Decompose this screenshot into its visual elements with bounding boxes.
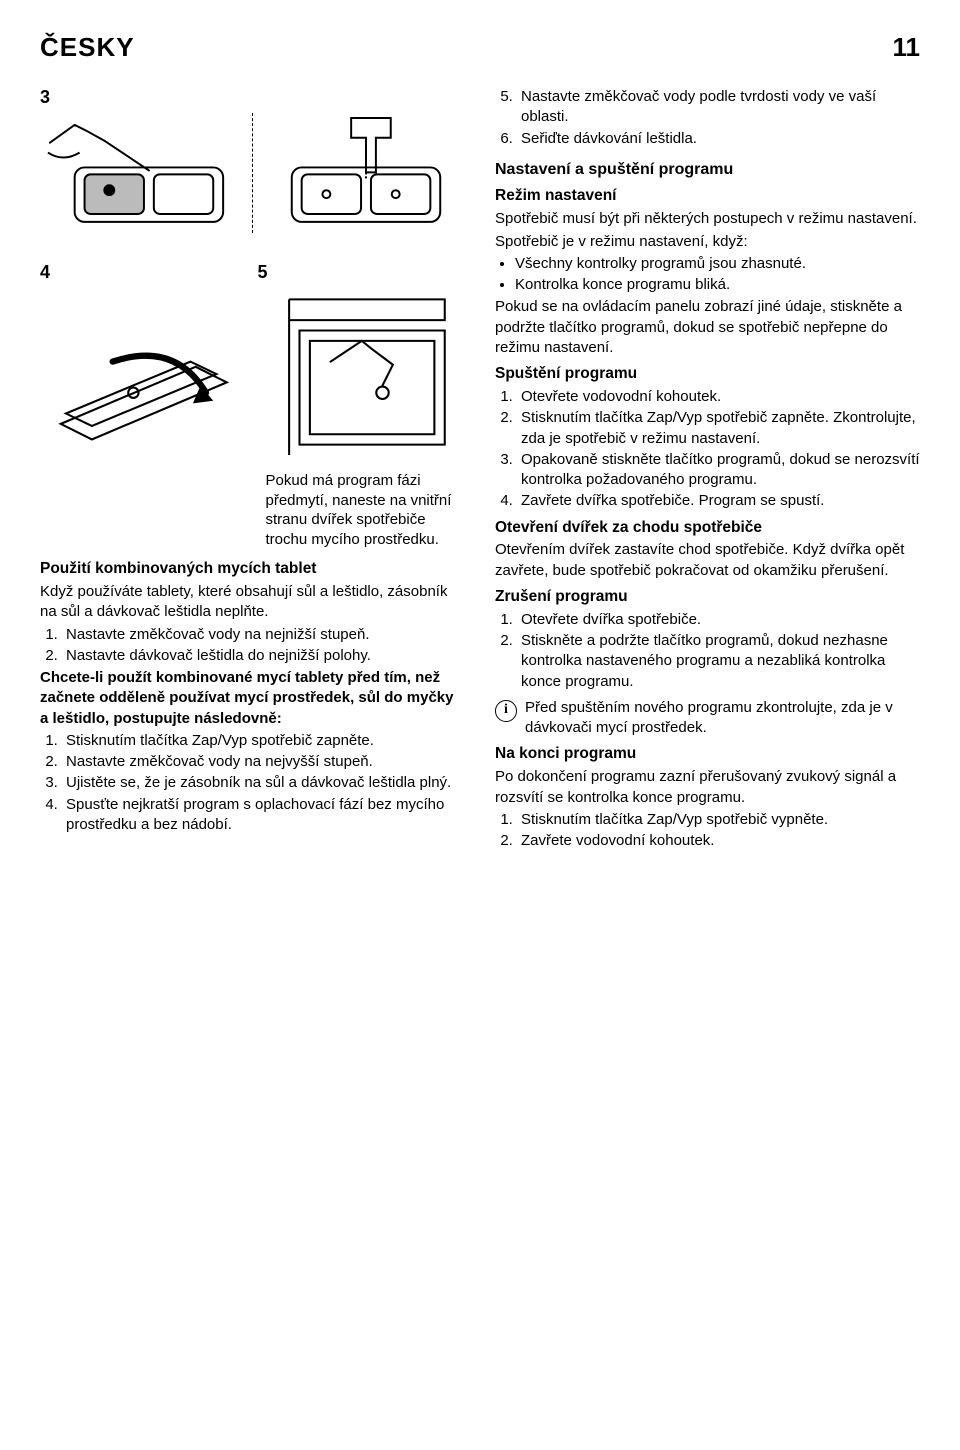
right-column: Nastavte změkčovač vody podle tvrdosti v… <box>495 85 920 853</box>
figure-separator <box>252 113 253 233</box>
info-text: Před spuštěním nového programu zkontrolu… <box>525 698 920 739</box>
page-header: ČESKY 11 <box>40 30 920 65</box>
figure-3a <box>40 113 238 248</box>
list-item: Zavřete dvířka spotřebiče. Program se sp… <box>517 491 920 511</box>
step-4-label: 4 <box>40 260 248 284</box>
heading-setup: Nastavení a spuštění programu <box>495 159 920 181</box>
figure-45-row: 4 5 <box>40 260 465 553</box>
heading-end: Na konci programu <box>495 744 920 765</box>
info-box: i Před spuštěním nového programu zkontro… <box>495 698 920 739</box>
info-icon: i <box>495 700 517 722</box>
mode-p3: Pokud se na ovládacím panelu zobrazí jin… <box>495 297 920 358</box>
heading-cancel: Zrušení programu <box>495 587 920 608</box>
cancel-list: Otevřete dvířka spotřebiče. Stiskněte a … <box>495 610 920 692</box>
list-item: Kontrolka konce programu bliká. <box>515 275 920 295</box>
list-item: Stisknutím tlačítka Zap/Vyp spotřebič vy… <box>517 810 920 830</box>
list-item: Spusťte nejkratší program s oplachovací … <box>62 795 465 836</box>
step-5-label: 5 <box>258 260 466 284</box>
list-item: Zavřete vodovodní kohoutek. <box>517 831 920 851</box>
heading-tablets: Použití kombinovaných mycích tablet <box>40 559 465 580</box>
left-column: 3 <box>40 85 465 853</box>
list-item: Nastavte změkčovač vody na nejnižší stup… <box>62 625 465 645</box>
heading-open: Otevření dvířek za chodu spotřebiče <box>495 518 920 539</box>
mode-p2: Spotřebič je v režimu nastavení, když: <box>495 232 920 252</box>
dispenser-fill-gel-icon <box>40 113 238 242</box>
list-item: Nastavte změkčovač vody na nejvyšší stup… <box>62 752 465 772</box>
list-item: Stisknutím tlačítka Zap/Vyp spotřebič za… <box>62 731 465 751</box>
start-list: Otevřete vodovodní kohoutek. Stisknutím … <box>495 387 920 512</box>
door-inner-apply-icon <box>258 289 466 465</box>
dispenser-close-icon <box>40 289 248 465</box>
dispenser-fill-powder-icon <box>267 113 465 242</box>
list-item: Nastavte změkčovač vody podle tvrdosti v… <box>517 87 920 128</box>
tablets-list-1: Nastavte změkčovač vody na nejnižší stup… <box>40 625 465 667</box>
figure-5-note: Pokud má program fázi předmytí, naneste … <box>258 471 466 553</box>
mode-p1: Spotřebič musí být při některých postupe… <box>495 209 920 229</box>
heading-mode: Režim nastavení <box>495 186 920 207</box>
list-item: Otevřete dvířka spotřebiče. <box>517 610 920 630</box>
open-text: Otevřením dvířek zastavíte chod spotřebi… <box>495 540 920 581</box>
heading-start: Spuštění programu <box>495 364 920 385</box>
list-item: Všechny kontrolky programů jsou zhasnuté… <box>515 254 920 274</box>
end-text: Po dokončení programu zazní přerušovaný … <box>495 767 920 808</box>
figure-3b <box>267 113 465 248</box>
end-list: Stisknutím tlačítka Zap/Vyp spotřebič vy… <box>495 810 920 852</box>
tablets-list-2: Stisknutím tlačítka Zap/Vyp spotřebič za… <box>40 731 465 835</box>
list-item: Ujistěte se, že je zásobník na sůl a dáv… <box>62 773 465 793</box>
continued-list: Nastavte změkčovač vody podle tvrdosti v… <box>495 87 920 149</box>
page-number: 11 <box>893 30 921 65</box>
mode-bullets: Všechny kontrolky programů jsou zhasnuté… <box>495 254 920 296</box>
list-item: Nastavte dávkovač leštidla do nejnižší p… <box>62 646 465 666</box>
content-columns: 3 <box>40 85 920 853</box>
language-label: ČESKY <box>40 30 135 65</box>
list-item: Otevřete vodovodní kohoutek. <box>517 387 920 407</box>
list-item: Stiskněte a podržte tlačítko programů, d… <box>517 631 920 692</box>
list-item: Opakovaně stiskněte tlačítko programů, d… <box>517 450 920 491</box>
list-item: Stisknutím tlačítka Zap/Vyp spotřebič za… <box>517 408 920 449</box>
step-3-label: 3 <box>40 85 465 109</box>
list-item: Seřiďte dávkování leštidla. <box>517 129 920 149</box>
tablets-switch-intro: Chcete-li použít kombinované mycí tablet… <box>40 668 465 729</box>
tablets-intro: Když používáte tablety, které obsahují s… <box>40 582 465 623</box>
figure-3-row <box>40 113 465 248</box>
